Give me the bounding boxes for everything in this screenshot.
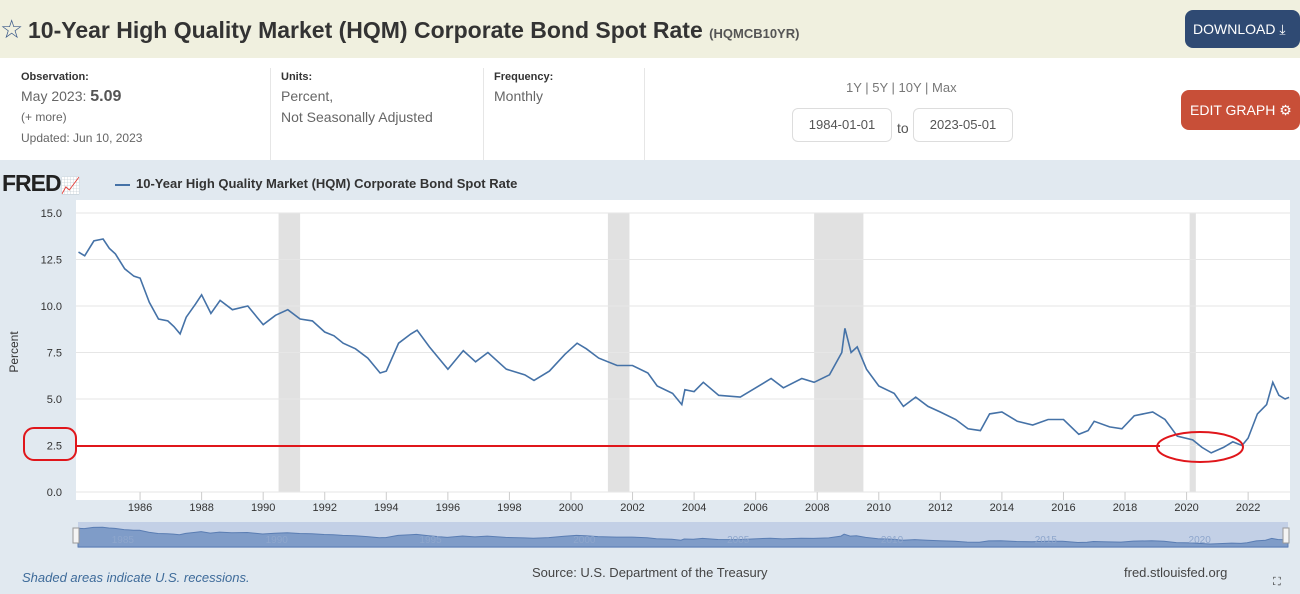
- x-tick-label: 1986: [128, 502, 152, 514]
- observation-block: Observation: May 2023: 5.09 (+ more) Upd…: [21, 70, 142, 149]
- y-tick-label: 0.0: [47, 487, 62, 499]
- x-tick-label: 1988: [189, 502, 213, 514]
- title-text: 10-Year High Quality Market (HQM) Corpor…: [28, 17, 703, 43]
- recession-note: Shaded areas indicate U.S. recessions.: [22, 570, 250, 585]
- x-tick-label: 2000: [559, 502, 583, 514]
- x-tick-label: 2014: [990, 502, 1014, 514]
- updated-date: Updated: Jun 10, 2023: [21, 131, 143, 145]
- x-tick-label: 1996: [436, 502, 460, 514]
- y-tick-label: 15.0: [41, 208, 62, 220]
- x-tick-label: 2010: [867, 502, 891, 514]
- frequency-block: Frequency: Monthly: [494, 70, 553, 107]
- navigator-handle[interactable]: [72, 527, 80, 544]
- x-tick-label: 2020: [1174, 502, 1198, 514]
- x-tick-label: 1992: [312, 502, 336, 514]
- navigator-tick-label: 1990: [266, 535, 289, 546]
- x-tick-label: 2008: [805, 502, 829, 514]
- page-title: 10-Year High Quality Market (HQM) Corpor…: [28, 17, 799, 44]
- download-icon: ⤓: [1279, 21, 1286, 37]
- x-tick-label: 1994: [374, 502, 398, 514]
- units-label: Units:: [281, 71, 313, 83]
- navigator-handle[interactable]: [1282, 527, 1290, 544]
- x-tick-label: 2004: [682, 502, 706, 514]
- x-tick-label: 2022: [1236, 502, 1260, 514]
- observation-label: Observation:: [21, 71, 89, 83]
- units-block: Units: Percent, Not Seasonally Adjusted: [281, 70, 433, 128]
- to-label: to: [897, 120, 909, 136]
- navigator-tick-label: 1995: [419, 535, 442, 546]
- x-tick-label: 2006: [743, 502, 767, 514]
- divider: [644, 68, 645, 160]
- y-tick-label: 12.5: [41, 255, 62, 267]
- navigator-tick-label: 1985: [112, 535, 135, 546]
- star-icon[interactable]: ☆: [0, 14, 24, 44]
- y-tick-label: 10.0: [41, 301, 62, 313]
- download-label: DOWNLOAD: [1193, 21, 1276, 37]
- series-line: [78, 238, 1290, 454]
- navigator-tick-label: 2010: [881, 535, 904, 546]
- legend-swatch: [115, 183, 130, 186]
- y-axis-label: Percent: [7, 331, 21, 373]
- navigator-series: [77, 526, 1289, 548]
- x-tick-label: 2012: [928, 502, 952, 514]
- fullscreen-icon[interactable]: ⛶: [1273, 576, 1281, 588]
- divider: [483, 68, 484, 160]
- seasonal-adjustment: Not Seasonally Adjusted: [281, 109, 433, 125]
- site-link[interactable]: fred.stlouisfed.org: [1124, 565, 1228, 580]
- legend-label: 10-Year High Quality Market (HQM) Corpor…: [136, 176, 518, 191]
- x-tick-label: 1990: [251, 502, 275, 514]
- observation-date: May 2023:: [21, 88, 87, 104]
- edit-graph-label: EDIT GRAPH: [1190, 102, 1276, 118]
- units-value: Percent,: [281, 88, 334, 104]
- download-button[interactable]: DOWNLOAD ⤓: [1185, 10, 1300, 48]
- edit-graph-button[interactable]: EDIT GRAPH ⚙: [1181, 90, 1300, 130]
- x-tick-label: 2018: [1113, 502, 1137, 514]
- header-bar: ☆ 10-Year High Quality Market (HQM) Corp…: [0, 0, 1300, 58]
- chart-legend: 10-Year High Quality Market (HQM) Corpor…: [115, 176, 517, 191]
- frequency-label: Frequency:: [494, 71, 554, 83]
- series-id: (HQMCB10YR): [709, 26, 800, 41]
- fred-logo: FRED📈: [2, 170, 81, 196]
- y-tick-label: 7.5: [47, 348, 62, 360]
- navigator-tick-label: 2005: [727, 535, 750, 546]
- plot-background: [76, 200, 1290, 500]
- divider: [270, 68, 271, 160]
- series-meta: Observation: May 2023: 5.09 (+ more) Upd…: [0, 58, 1300, 160]
- gear-icon: ⚙: [1279, 102, 1292, 118]
- navigator-tick-label: 2020: [1189, 535, 1212, 546]
- end-date-input[interactable]: 2023-05-01: [913, 108, 1013, 142]
- y-tick-label: 2.5: [47, 441, 62, 453]
- source-text: Source: U.S. Department of the Treasury: [532, 565, 768, 580]
- frequency-value: Monthly: [494, 88, 544, 104]
- start-date-input[interactable]: 1984-01-01: [792, 108, 892, 142]
- navigator-tick-label: 2015: [1035, 535, 1058, 546]
- range-links[interactable]: 1Y | 5Y | 10Y | Max: [846, 80, 957, 95]
- x-tick-label: 1998: [497, 502, 521, 514]
- x-tick-label: 2002: [620, 502, 644, 514]
- observation-value: 5.09: [90, 88, 122, 105]
- x-tick-label: 2016: [1051, 502, 1075, 514]
- annotation-box: [23, 427, 77, 461]
- chart-logo-icon: 📈: [60, 178, 81, 195]
- y-tick-label: 5.0: [47, 394, 62, 406]
- more-link[interactable]: (+ more): [21, 110, 67, 124]
- annotation-ellipse: [1156, 431, 1244, 463]
- navigator-tick-label: 2000: [573, 535, 596, 546]
